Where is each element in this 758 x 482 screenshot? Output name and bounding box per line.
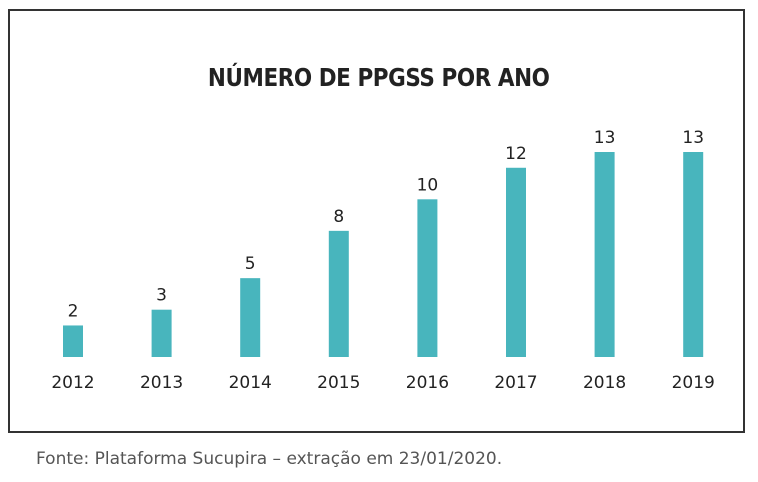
- bar-2014: [240, 278, 261, 357]
- bar-2019: [683, 152, 704, 357]
- value-label-2013: 3: [156, 286, 167, 306]
- chart-frame: NÚMERO DE PPGSS POR ANO: [8, 9, 745, 433]
- category-label-2013: 2013: [140, 373, 183, 393]
- value-label-2015: 8: [333, 207, 344, 227]
- bar-2016: [417, 199, 438, 357]
- category-label-2012: 2012: [51, 373, 94, 393]
- value-label-2019: 13: [682, 128, 704, 148]
- category-label-2014: 2014: [229, 373, 272, 393]
- category-label-2016: 2016: [406, 373, 449, 393]
- chart-title: NÚMERO DE PPGSS POR ANO: [207, 63, 550, 92]
- bar-2013: [151, 309, 172, 357]
- value-label-2014: 5: [245, 254, 256, 274]
- source-note: Fonte: Plataforma Sucupira – extração em…: [36, 449, 503, 469]
- value-label-2017: 12: [505, 144, 527, 164]
- category-label-2015: 2015: [317, 373, 360, 393]
- bar-2017: [506, 167, 526, 357]
- value-label-2016: 10: [417, 175, 439, 195]
- bar-2018: [594, 152, 615, 357]
- category-label-2018: 2018: [583, 373, 626, 393]
- value-label-2012: 2: [68, 301, 79, 321]
- bar-2015: [328, 230, 349, 357]
- category-label-2019: 2019: [672, 373, 715, 393]
- bar-2012: [63, 325, 83, 357]
- category-label-2017: 2017: [494, 373, 537, 393]
- value-label-2018: 13: [594, 128, 616, 148]
